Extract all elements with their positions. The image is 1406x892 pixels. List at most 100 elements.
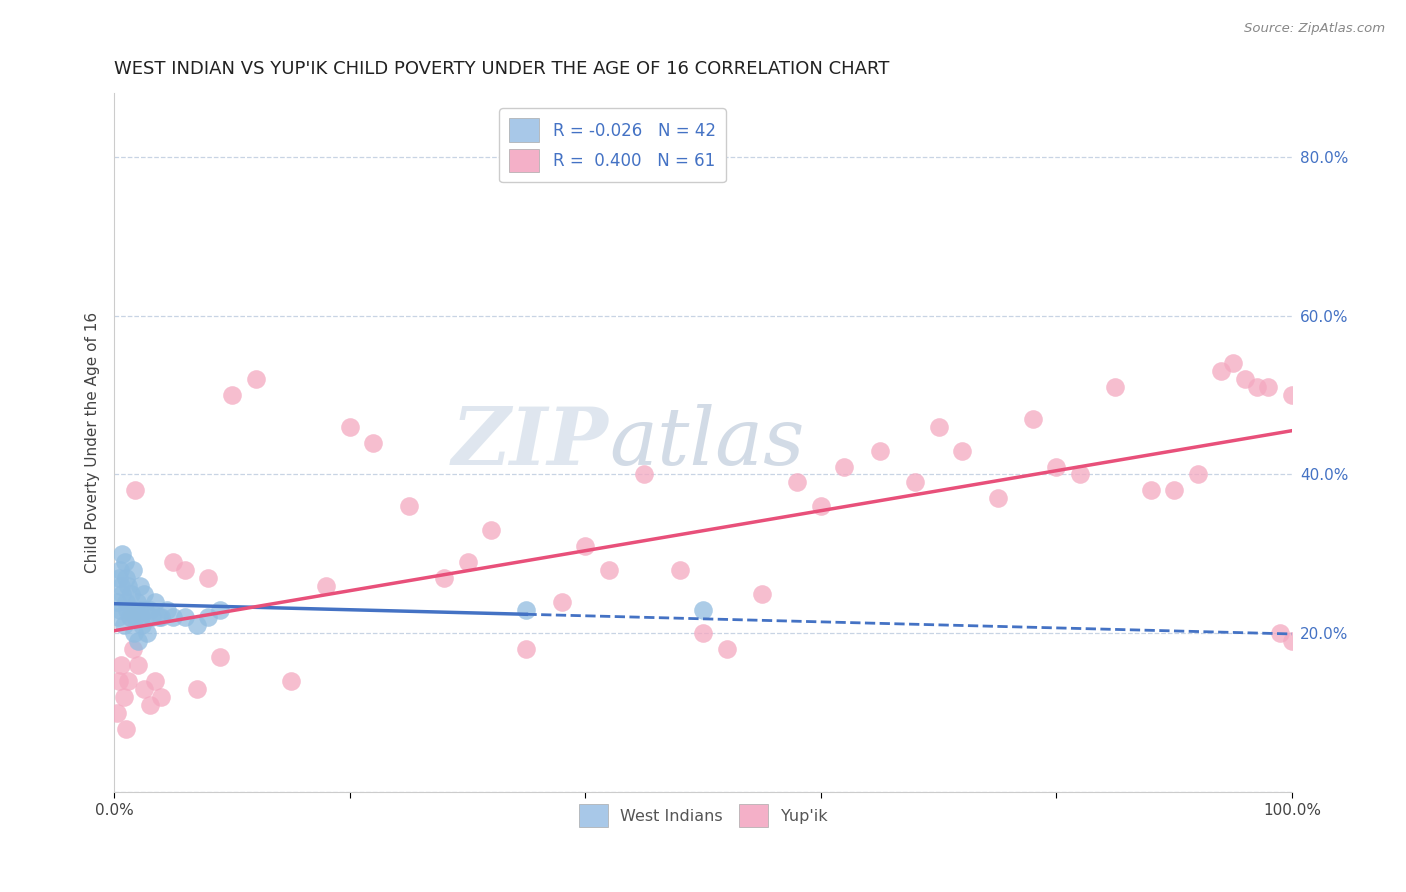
Point [105, 594, 128, 608]
Point [134, 602, 156, 616]
Point [1187, 467, 1209, 482]
Point [1246, 380, 1268, 394]
Point [1211, 364, 1233, 378]
Point [150, 610, 173, 624]
Point [110, 658, 132, 673]
Point [716, 642, 738, 657]
Point [115, 571, 138, 585]
Point [457, 555, 479, 569]
Point [124, 483, 146, 498]
Point [1222, 356, 1244, 370]
Point [186, 681, 208, 696]
Point [108, 602, 131, 616]
Point [115, 722, 138, 736]
Point [339, 419, 361, 434]
Text: ZIP: ZIP [451, 404, 609, 482]
Point [121, 602, 143, 616]
Point [128, 602, 150, 616]
Point [221, 388, 243, 402]
Point [186, 618, 208, 632]
Point [107, 610, 129, 624]
Point [111, 587, 134, 601]
Point [245, 372, 267, 386]
Point [1233, 372, 1256, 386]
Point [209, 602, 232, 616]
Point [515, 642, 537, 657]
Point [117, 579, 139, 593]
Point [129, 579, 152, 593]
Point [1281, 388, 1303, 402]
Point [1104, 380, 1126, 394]
Text: WEST INDIAN VS YUP'IK CHILD POVERTY UNDER THE AGE OF 16 CORRELATION CHART: WEST INDIAN VS YUP'IK CHILD POVERTY UNDE… [114, 60, 890, 78]
Point [122, 563, 145, 577]
Point [280, 674, 302, 689]
Point [132, 587, 155, 601]
Point [209, 650, 232, 665]
Point [129, 610, 152, 624]
Point [145, 674, 167, 689]
Point [1139, 483, 1161, 498]
Point [125, 594, 148, 608]
Point [122, 642, 145, 657]
Point [692, 626, 714, 640]
Point [197, 610, 219, 624]
Point [108, 563, 131, 577]
Point [105, 706, 128, 720]
Point [162, 555, 184, 569]
Point [118, 610, 141, 624]
Point [598, 563, 620, 577]
Point [162, 610, 184, 624]
Point [136, 626, 159, 640]
Point [112, 690, 135, 704]
Point [574, 539, 596, 553]
Point [120, 610, 142, 624]
Point [1022, 412, 1045, 426]
Point [633, 467, 655, 482]
Point [904, 475, 927, 490]
Point [114, 555, 136, 569]
Point [148, 610, 170, 624]
Point [141, 610, 163, 624]
Point [692, 602, 714, 616]
Point [315, 579, 337, 593]
Point [145, 594, 167, 608]
Point [108, 571, 131, 585]
Point [869, 443, 891, 458]
Point [120, 587, 142, 601]
Point [479, 523, 502, 537]
Legend: West Indians, Yup'ik: West Indians, Yup'ik [572, 797, 834, 833]
Point [110, 579, 132, 593]
Point [111, 547, 134, 561]
Point [398, 500, 420, 514]
Point [928, 419, 950, 434]
Point [112, 618, 135, 632]
Point [363, 435, 385, 450]
Point [810, 500, 832, 514]
Point [124, 610, 146, 624]
Point [127, 658, 149, 673]
Point [751, 587, 773, 601]
Text: atlas: atlas [609, 404, 804, 482]
Point [117, 674, 139, 689]
Point [108, 674, 131, 689]
Point [515, 602, 537, 616]
Point [132, 681, 155, 696]
Point [173, 563, 195, 577]
Point [986, 491, 1008, 506]
Point [131, 618, 153, 632]
Point [786, 475, 808, 490]
Point [150, 690, 173, 704]
Point [138, 602, 160, 616]
Point [122, 626, 145, 640]
Point [1069, 467, 1091, 482]
Point [1270, 626, 1292, 640]
Point [156, 602, 179, 616]
Point [173, 610, 195, 624]
Point [834, 459, 856, 474]
Text: Source: ZipAtlas.com: Source: ZipAtlas.com [1244, 22, 1385, 36]
Point [668, 563, 690, 577]
Point [1257, 380, 1279, 394]
Point [1045, 459, 1067, 474]
Point [115, 594, 138, 608]
Point [138, 698, 160, 712]
